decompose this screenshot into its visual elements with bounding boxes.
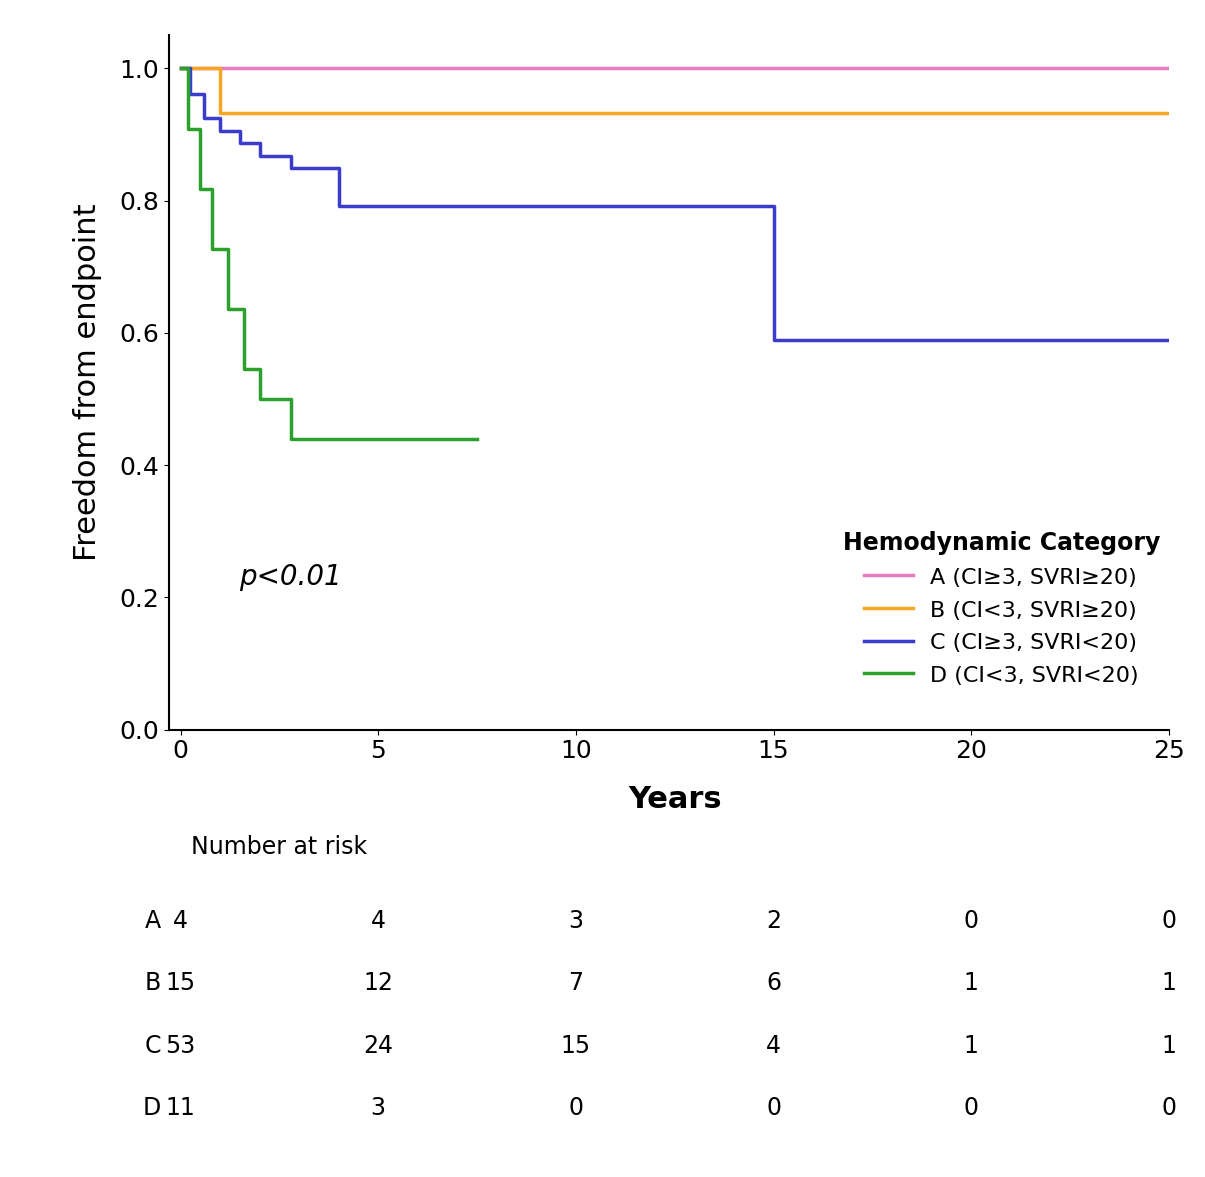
C (CI≥3, SVRI<20) bbox=[198, 86, 212, 100]
Text: 4: 4 bbox=[174, 909, 188, 932]
Text: 3: 3 bbox=[569, 909, 583, 932]
Line: D (CI<3, SVRI<20): D (CI<3, SVRI<20) bbox=[181, 68, 477, 439]
C (CI≥3, SVRI<20) bbox=[766, 332, 781, 346]
Text: 15: 15 bbox=[560, 1033, 590, 1058]
Text: 3: 3 bbox=[371, 1096, 386, 1121]
D (CI<3, SVRI<20) bbox=[181, 121, 195, 135]
Text: 0: 0 bbox=[964, 1096, 978, 1121]
Text: 0: 0 bbox=[1162, 1096, 1176, 1121]
Line: C (CI≥3, SVRI<20): C (CI≥3, SVRI<20) bbox=[181, 68, 1169, 339]
C (CI≥3, SVRI<20) bbox=[183, 61, 198, 75]
B (CI<3, SVRI≥20) bbox=[213, 61, 228, 75]
C (CI≥3, SVRI<20) bbox=[213, 124, 228, 138]
B (CI<3, SVRI≥20) bbox=[213, 106, 228, 120]
Text: Years: Years bbox=[628, 785, 722, 813]
C (CI≥3, SVRI<20) bbox=[766, 199, 781, 213]
D (CI<3, SVRI<20) bbox=[193, 121, 207, 135]
Text: A: A bbox=[145, 909, 160, 932]
Text: 12: 12 bbox=[363, 971, 393, 996]
Text: 6: 6 bbox=[766, 971, 781, 996]
D (CI<3, SVRI<20) bbox=[284, 392, 299, 406]
Text: D: D bbox=[142, 1096, 160, 1121]
Text: 4: 4 bbox=[371, 909, 386, 932]
D (CI<3, SVRI<20) bbox=[470, 432, 484, 446]
C (CI≥3, SVRI<20) bbox=[252, 137, 266, 151]
Text: 4: 4 bbox=[766, 1033, 781, 1058]
C (CI≥3, SVRI<20) bbox=[331, 199, 346, 213]
C (CI≥3, SVRI<20) bbox=[233, 137, 247, 151]
Text: 0: 0 bbox=[1162, 909, 1176, 932]
C (CI≥3, SVRI<20) bbox=[213, 111, 228, 125]
C (CI≥3, SVRI<20) bbox=[183, 86, 198, 100]
D (CI<3, SVRI<20) bbox=[221, 241, 235, 255]
B (CI<3, SVRI≥20) bbox=[1162, 106, 1176, 120]
Text: 2: 2 bbox=[766, 909, 781, 932]
D (CI<3, SVRI<20) bbox=[351, 432, 365, 446]
D (CI<3, SVRI<20) bbox=[221, 302, 235, 317]
D (CI<3, SVRI<20) bbox=[252, 392, 266, 406]
C (CI≥3, SVRI<20) bbox=[233, 124, 247, 138]
D (CI<3, SVRI<20) bbox=[236, 363, 251, 377]
Text: 0: 0 bbox=[569, 1096, 583, 1121]
D (CI<3, SVRI<20) bbox=[193, 181, 207, 195]
Text: 0: 0 bbox=[964, 909, 978, 932]
Text: p<0.01: p<0.01 bbox=[239, 563, 341, 591]
Text: 11: 11 bbox=[165, 1096, 195, 1121]
Legend: A (CI≥3, SVRI≥20), B (CI<3, SVRI≥20), C (CI≥3, SVRI<20), D (CI<3, SVRI<20): A (CI≥3, SVRI≥20), B (CI<3, SVRI≥20), C … bbox=[834, 523, 1169, 694]
D (CI<3, SVRI<20) bbox=[236, 302, 251, 317]
Text: 1: 1 bbox=[1162, 971, 1176, 996]
B (CI<3, SVRI≥20) bbox=[174, 61, 188, 75]
Text: 7: 7 bbox=[569, 971, 583, 996]
D (CI<3, SVRI<20) bbox=[205, 241, 219, 255]
C (CI≥3, SVRI<20) bbox=[252, 148, 266, 162]
Text: B: B bbox=[145, 971, 160, 996]
C (CI≥3, SVRI<20) bbox=[331, 161, 346, 175]
C (CI≥3, SVRI<20) bbox=[1162, 332, 1176, 346]
C (CI≥3, SVRI<20) bbox=[174, 61, 188, 75]
Text: Number at risk: Number at risk bbox=[192, 834, 368, 859]
D (CI<3, SVRI<20) bbox=[252, 363, 266, 377]
Y-axis label: Freedom from endpoint: Freedom from endpoint bbox=[74, 204, 102, 561]
C (CI≥3, SVRI<20) bbox=[284, 148, 299, 162]
C (CI≥3, SVRI<20) bbox=[945, 332, 959, 346]
Line: B (CI<3, SVRI≥20): B (CI<3, SVRI≥20) bbox=[181, 68, 1169, 113]
C (CI≥3, SVRI<20) bbox=[198, 111, 212, 125]
Text: C: C bbox=[145, 1033, 160, 1058]
C (CI≥3, SVRI<20) bbox=[284, 161, 299, 175]
Text: 1: 1 bbox=[1162, 1033, 1176, 1058]
Text: 24: 24 bbox=[363, 1033, 393, 1058]
D (CI<3, SVRI<20) bbox=[174, 61, 188, 75]
C (CI≥3, SVRI<20) bbox=[945, 332, 959, 346]
Text: 1: 1 bbox=[964, 971, 978, 996]
Text: 1: 1 bbox=[964, 1033, 978, 1058]
D (CI<3, SVRI<20) bbox=[181, 61, 195, 75]
D (CI<3, SVRI<20) bbox=[205, 181, 219, 195]
Text: 15: 15 bbox=[165, 971, 195, 996]
D (CI<3, SVRI<20) bbox=[284, 432, 299, 446]
D (CI<3, SVRI<20) bbox=[351, 432, 365, 446]
Text: 0: 0 bbox=[766, 1096, 781, 1121]
Text: 53: 53 bbox=[165, 1033, 195, 1058]
